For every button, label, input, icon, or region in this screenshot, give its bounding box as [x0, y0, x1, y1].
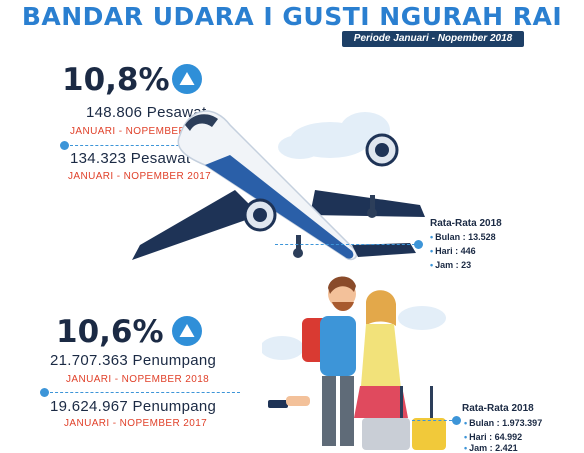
- dashed-divider: [275, 244, 415, 245]
- page-title: BANDAR UDARA I GUSTI NGURAH RAI: [21, 2, 563, 31]
- passenger-average-month: Bulan : 1.973.397: [464, 418, 542, 428]
- aircraft-average-day: Hari : 446: [430, 246, 476, 256]
- passenger-current-count: 21.707.363 Penumpang: [50, 352, 217, 369]
- period-badge: Periode Januari - Nopember 2018: [342, 31, 524, 47]
- timeline-dot: [414, 240, 423, 249]
- dashed-divider: [70, 145, 240, 146]
- timeline-dot: [60, 141, 69, 150]
- aircraft-average-month: Bulan : 13.528: [430, 232, 496, 242]
- dashed-divider: [50, 392, 240, 393]
- aircraft-previous-period: JANUARI - NOPEMBER 2017: [68, 171, 212, 182]
- airplane-illustration: [132, 110, 425, 261]
- passenger-previous-count: 19.624.967 Penumpang: [50, 398, 217, 415]
- aircraft-previous-count: 134.323 Pesawat: [70, 150, 191, 167]
- timeline-dot: [40, 388, 49, 397]
- growth-up-icon: [172, 316, 202, 346]
- passenger-average-hour: Jam : 2.421: [464, 443, 518, 453]
- dashed-divider: [412, 420, 452, 421]
- passenger-current-period: JANUARI - NOPEMBER 2018: [66, 374, 210, 385]
- aircraft-growth-percent: 10,8%: [62, 62, 170, 98]
- growth-up-icon: [172, 64, 202, 94]
- aircraft-average-hour: Jam : 23: [430, 260, 471, 270]
- passenger-previous-period: JANUARI - NOPEMBER 2017: [64, 418, 208, 429]
- travelers-illustration: [262, 276, 446, 450]
- aircraft-average-title: Rata-Rata 2018: [430, 218, 502, 229]
- timeline-dot: [452, 416, 461, 425]
- passenger-average-day: Hari : 64.992: [464, 432, 522, 442]
- aircraft-current-period: JANUARI - NOPEMBER 2018: [70, 126, 214, 137]
- passenger-growth-percent: 10,6%: [56, 314, 164, 350]
- passenger-average-title: Rata-Rata 2018: [462, 403, 534, 414]
- aircraft-current-count: 148.806 Pesawat: [86, 104, 207, 121]
